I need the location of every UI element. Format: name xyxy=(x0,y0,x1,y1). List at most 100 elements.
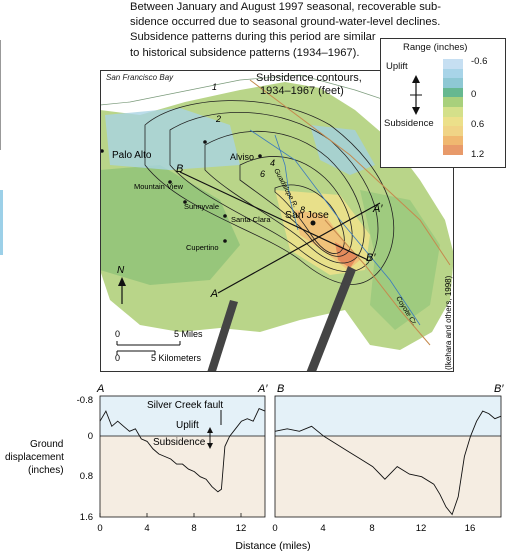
x-tick: 0 xyxy=(272,523,277,534)
legend-uplift-label: Uplift xyxy=(386,61,408,72)
section-label-a-prime: A′ xyxy=(372,203,383,215)
legend-swatch xyxy=(443,107,463,117)
legend-swatch xyxy=(443,135,463,146)
place-marker xyxy=(100,149,104,153)
legend-swatch xyxy=(443,78,463,88)
left-edge-rule xyxy=(0,40,1,150)
legend: Range (inches) Uplift Subsidence -0.6 0 … xyxy=(380,38,506,168)
place-marker xyxy=(223,214,227,218)
contour-title-1: Subsidence contours, xyxy=(256,72,362,84)
x-tick: 4 xyxy=(320,523,325,534)
legend-swatch xyxy=(443,116,463,127)
y-axis-label-1: Ground xyxy=(30,439,63,450)
x-tick: 8 xyxy=(191,523,196,534)
x-tick: 0 xyxy=(97,523,102,534)
scale-miles-zero: 0 xyxy=(115,329,120,339)
bay-label: San Francisco Bay xyxy=(106,73,174,82)
profile-b: B B′ xyxy=(274,383,504,518)
legend-title: Range (inches) xyxy=(403,42,468,53)
profile-a-start: A xyxy=(96,383,104,395)
fault-line xyxy=(249,79,451,266)
profile-a-end: A′ xyxy=(257,383,268,395)
legend-tick: -0.6 xyxy=(471,56,488,67)
y-tick: 0.8 xyxy=(80,471,93,482)
contour-label: 6 xyxy=(260,169,265,179)
x-tick: 12 xyxy=(236,523,247,534)
north-arrow-icon xyxy=(118,277,126,286)
map-credit: (Ikehara and others, 1998) xyxy=(444,275,453,370)
caption-line-2: sidence occurred due to seasonal ground-… xyxy=(130,16,441,29)
contour-label: 8 xyxy=(300,205,305,215)
legend-tick: 0 xyxy=(471,89,477,100)
y-axis-label-2: displacement xyxy=(5,452,64,463)
section-line-bb xyxy=(179,171,369,261)
north-label: N xyxy=(117,265,125,276)
legend-swatch xyxy=(443,87,463,98)
legend-swatch xyxy=(443,126,463,136)
scale-miles-five: 5 Miles xyxy=(174,329,203,339)
place-alviso: Alviso xyxy=(230,152,254,162)
place-marker xyxy=(168,180,172,184)
pointer-wedge-b xyxy=(304,266,356,382)
legend-tick: 1.2 xyxy=(471,149,485,160)
place-santa-clara: Santa Clara xyxy=(231,215,271,224)
y-tick: 0 xyxy=(88,431,93,442)
plot-frame xyxy=(274,395,502,518)
x-tick: 16 xyxy=(465,523,476,534)
blue-patch xyxy=(105,108,240,170)
subsidence-map: San Francisco Bay Subsidence contours, 1… xyxy=(99,70,454,384)
profile-b-start: B xyxy=(277,383,284,395)
place-marker xyxy=(223,239,227,243)
place-marker xyxy=(203,140,207,144)
green-patch xyxy=(360,190,440,330)
fault-line xyxy=(324,219,431,346)
green-patch xyxy=(100,165,240,285)
y-tick: 1.6 xyxy=(80,512,93,523)
scale-km-zero: 0 xyxy=(115,353,120,363)
place-cupertino: Cupertino xyxy=(186,243,219,252)
caption-line-4: to historical subsidence patterns (1934–… xyxy=(130,46,360,59)
profile-a: A A′ Silver Creek fault Uplift Subsidenc… xyxy=(96,383,268,518)
caption-line-1: Between January and August 1997 seasonal… xyxy=(130,1,441,13)
legend-subsidence-label: Subsidence xyxy=(384,118,434,129)
x-tick: 4 xyxy=(144,523,149,534)
place-palo-alto: Palo Alto xyxy=(112,150,152,161)
profile-line-b xyxy=(274,410,502,516)
x-tick: 8 xyxy=(369,523,374,534)
x-ticks-a xyxy=(99,513,242,517)
place-marker xyxy=(183,200,187,204)
profile-y-axis: Ground displacement (inches) -0.8 0 0.8 … xyxy=(5,395,93,523)
contour-label: 2 xyxy=(215,114,221,124)
plot-frame xyxy=(99,395,266,518)
uplift-label: Uplift xyxy=(176,420,199,431)
bay-water xyxy=(100,70,454,110)
x-axis-title: Distance (miles) xyxy=(235,540,310,552)
stream-coyote xyxy=(249,129,421,326)
place-marker xyxy=(258,154,262,158)
x-tick: 12 xyxy=(416,523,427,534)
legend-swatch xyxy=(443,68,463,79)
map-frame xyxy=(100,70,454,372)
scale-km-five: 5 Kilometers xyxy=(151,353,202,363)
contour-label: 4 xyxy=(270,158,275,168)
profile-b-end: B′ xyxy=(494,383,504,395)
place-san-jose: San Jose xyxy=(285,209,329,221)
legend-swatch xyxy=(443,145,463,155)
bay-shore xyxy=(99,74,401,106)
profile-x-axis: 0 4 8 12 0 4 8 12 16 Distance (miles) xyxy=(97,523,476,552)
section-label-a: A xyxy=(210,288,218,300)
map-svg: San Francisco Bay Subsidence contours, 1… xyxy=(99,70,454,384)
contour-title-2: 1934–1967 (feet) xyxy=(260,85,344,97)
profile-line-a xyxy=(99,408,266,493)
y-axis-label-3: (inches) xyxy=(28,465,64,476)
pointer-wedge-a xyxy=(204,300,238,384)
legend-tick: 0.6 xyxy=(471,119,485,130)
legend-swatch xyxy=(443,59,463,69)
left-edge-blue-bar xyxy=(0,190,3,255)
caption: Between January and August 1997 seasonal… xyxy=(130,0,512,61)
caption-line-3: Subsidence patterns during this period a… xyxy=(130,31,376,44)
section-line-aa xyxy=(217,202,381,294)
place-mountain-view: Mountain View xyxy=(134,182,184,191)
contour-label: 1 xyxy=(212,82,217,92)
section-label-b-prime: B′ xyxy=(366,252,376,264)
